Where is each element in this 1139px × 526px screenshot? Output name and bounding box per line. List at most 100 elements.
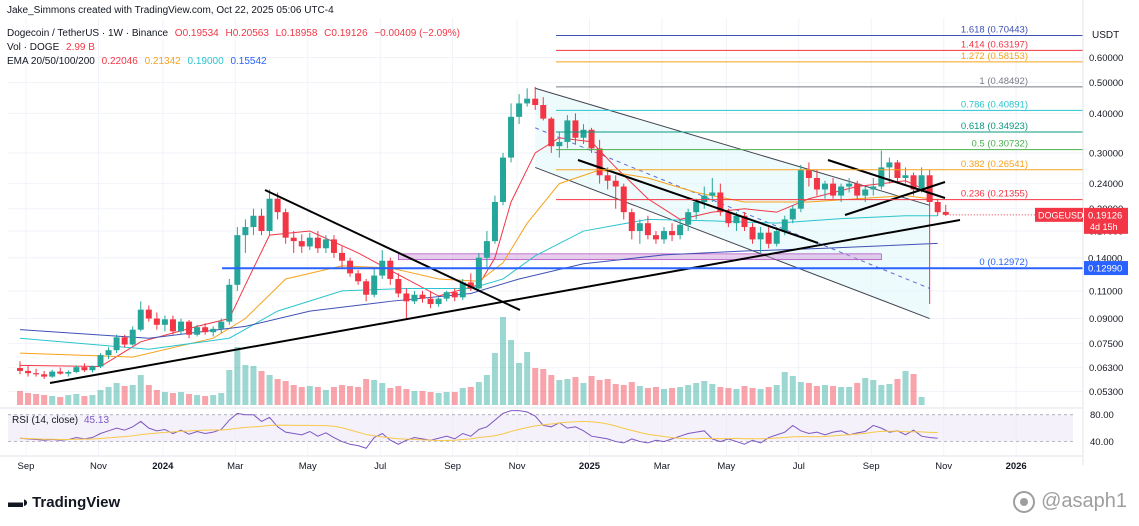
volume-bar: [524, 352, 531, 405]
candle-body: [870, 186, 877, 190]
candle-body: [805, 169, 812, 178]
candle-body: [693, 201, 700, 213]
candle-body: [636, 223, 643, 232]
volume-bar: [475, 382, 482, 405]
candle-body: [65, 372, 72, 374]
candle-body: [282, 212, 289, 238]
candle-body: [113, 337, 120, 351]
volume-bar: [870, 380, 877, 405]
candle-body: [483, 241, 490, 258]
candle-body: [178, 321, 184, 332]
volume-value: 2.99 B: [66, 42, 95, 53]
ema200-value: 0.15542: [230, 56, 267, 67]
volume-bar: [226, 370, 233, 405]
candle-body: [564, 120, 571, 142]
time-tick-label: Sep: [863, 461, 880, 472]
volume-bar: [81, 396, 88, 405]
volume-bar: [709, 384, 716, 405]
candle-body: [121, 337, 128, 345]
candle-body: [266, 198, 273, 232]
candle-body: [33, 373, 40, 375]
candle-body: [435, 298, 442, 305]
tradingview-logo[interactable]: ▬◗ TradingView: [8, 494, 120, 511]
rsi-value: 45.13: [84, 415, 109, 426]
candle-body: [105, 350, 112, 356]
candle-body: [548, 118, 555, 147]
volume-bar: [121, 386, 128, 405]
ema-legend[interactable]: EMA 20/50/100/200 0.22046 0.21342 0.1900…: [7, 56, 271, 67]
volume-bar: [65, 395, 72, 405]
candle-body: [709, 192, 716, 196]
candle-body: [73, 367, 80, 373]
candle-body: [97, 355, 104, 367]
candle-body: [274, 198, 281, 213]
symbol-legend[interactable]: Dogecoin / TetherUS · 1W · Binance O0.19…: [7, 28, 464, 39]
watermark-icon: [1013, 490, 1036, 513]
rsi-pane: 80.00 40.00 RSI (14, close) 45.13: [0, 407, 1114, 449]
candle-body: [242, 227, 249, 236]
price-badge: [1084, 261, 1128, 276]
candle-body: [628, 212, 635, 232]
candle-body: [25, 370, 32, 374]
volume-bar: [250, 366, 257, 405]
volume-bar: [178, 392, 184, 405]
candle-body: [773, 231, 780, 244]
volume-bar: [258, 371, 265, 405]
candle-body: [419, 294, 426, 299]
tradingview-logo-icon: ▬◗: [8, 494, 30, 511]
price-axis[interactable]: USDT 0.60000 0.50000 0.40000 0.30000 0.24000 0…: [949, 0, 1128, 465]
fib-label: 1.618 (0.70443): [961, 25, 1028, 36]
price-tick-label: 0.50000: [1089, 78, 1123, 89]
symbol-name[interactable]: Dogecoin / TetherUS · 1W · Binance: [7, 28, 169, 39]
volume-bar: [628, 382, 635, 405]
volume-bar: [652, 387, 659, 405]
volume-bar: [604, 379, 611, 405]
volume-bar: [910, 374, 917, 405]
volume-bar: [902, 371, 909, 405]
volume-bar: [73, 394, 80, 405]
candle-body: [942, 211, 949, 215]
rsi-level-label: 40.00: [1090, 437, 1114, 448]
ema200-line: [19, 242, 938, 339]
candle-body: [765, 232, 772, 244]
volume-bar: [500, 317, 506, 405]
candle-body: [355, 273, 362, 282]
volume-bar: [813, 386, 820, 405]
volume-bar: [113, 383, 120, 405]
author-watermark: @asaph1: [1013, 490, 1127, 513]
volume-bar: [387, 388, 394, 405]
candle-body: [725, 212, 732, 224]
volume-legend[interactable]: Vol · DOGE 2.99 B: [7, 42, 99, 53]
fib-label: 0.5 (0.30732): [971, 139, 1028, 150]
volume-bar: [411, 391, 418, 405]
candle-body: [491, 201, 498, 242]
time-tick-label: Nov: [90, 461, 107, 472]
volume-bar: [379, 383, 386, 405]
volume-bar: [363, 379, 370, 405]
volume-bar: [797, 382, 804, 405]
candle-body: [467, 282, 474, 289]
candle-body: [926, 175, 933, 202]
volume-bar: [459, 388, 466, 405]
volume-bar: [894, 379, 901, 405]
volume-bar: [483, 375, 490, 405]
candle-body: [741, 215, 748, 228]
candle-body: [347, 260, 354, 274]
volume-bar: [467, 387, 474, 405]
candle-body: [862, 189, 869, 196]
volume-bar: [169, 393, 176, 405]
ohlc-low: L0.18958: [275, 28, 318, 39]
candle-body: [813, 177, 820, 190]
volume-bar: [612, 384, 619, 405]
volume-bar: [677, 387, 684, 405]
drawings: [398, 87, 930, 319]
watermark-text: @asaph1: [1041, 490, 1127, 512]
volume-bar: [339, 385, 345, 405]
candle-body: [395, 278, 402, 294]
time-axis[interactable]: Sep Nov 2024 Mar May Jul Sep Nov 2025 Mar May Jul Se…: [0, 455, 1083, 472]
volume-bar: [773, 385, 780, 405]
volume-bar: [846, 387, 853, 405]
candle-body: [556, 141, 563, 147]
price-badge-label: 0.12990: [1088, 264, 1122, 275]
